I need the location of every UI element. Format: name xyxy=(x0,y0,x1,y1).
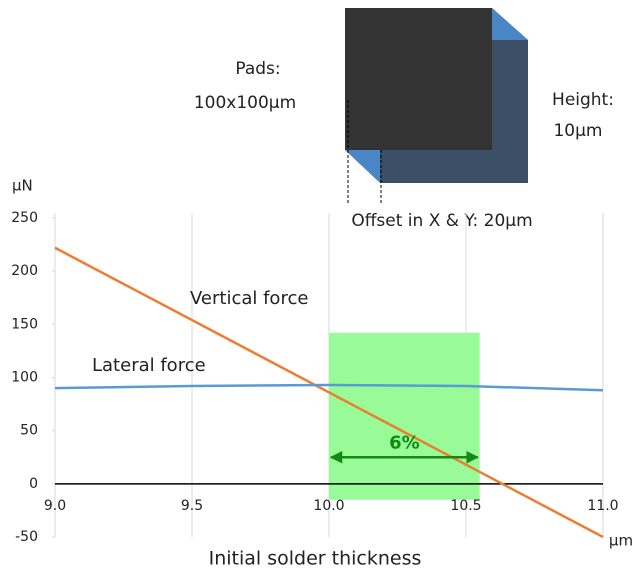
highlight-label: 6% xyxy=(389,432,420,453)
x-tick-label: 10.0 xyxy=(313,498,344,514)
y-tick-label: 50 xyxy=(20,423,38,439)
x-tick-label: 9.0 xyxy=(44,498,66,514)
series-label: Vertical force xyxy=(190,288,308,309)
y-tick-label: -50 xyxy=(15,529,38,545)
pad-top xyxy=(345,8,492,150)
offset-label: Offset in X & Y: 20μm xyxy=(351,211,532,231)
y-tick-label: 250 xyxy=(11,210,38,226)
x-tick-label: 9.5 xyxy=(181,498,203,514)
pad-diagram: Pads: 100x100μm Height: 10μm Offset in X… xyxy=(194,8,614,231)
x-unit: μm xyxy=(609,532,633,550)
pad-edge xyxy=(345,150,380,183)
pads-label: Pads: xyxy=(235,59,280,79)
y-tick-label: 0 xyxy=(29,476,38,492)
x-tick-label: 11.0 xyxy=(587,498,618,514)
chart: Pads: 100x100μm Height: 10μm Offset in X… xyxy=(0,0,639,575)
pads-size: 100x100μm xyxy=(194,93,296,113)
y-unit: μN xyxy=(12,177,33,195)
height-label: Height: xyxy=(552,90,614,110)
y-tick-label: 200 xyxy=(11,263,38,279)
height-value: 10μm xyxy=(553,121,602,141)
y-tick-label: 150 xyxy=(11,316,38,332)
x-axis-label: Initial solder thickness xyxy=(209,548,422,570)
pad-edge xyxy=(492,8,528,40)
x-tick-label: 10.5 xyxy=(450,498,481,514)
highlight-region xyxy=(329,333,480,500)
y-tick-label: 100 xyxy=(11,370,38,386)
series-label: Lateral force xyxy=(92,355,206,376)
